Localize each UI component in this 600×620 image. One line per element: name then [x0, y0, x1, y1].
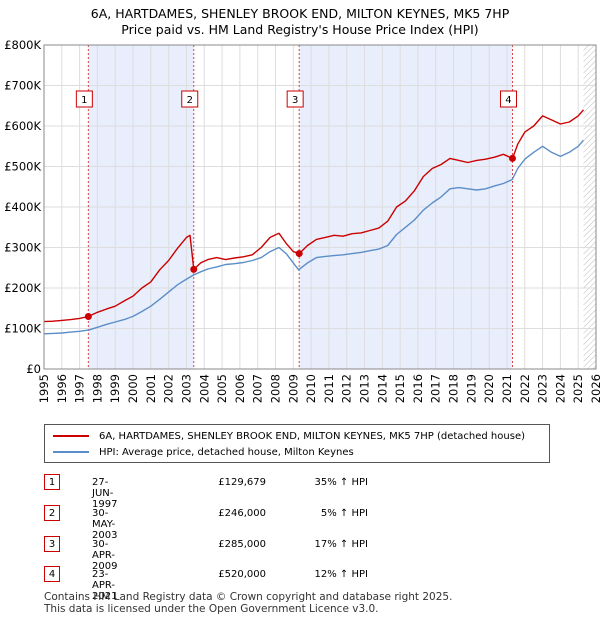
- x-tick-label: 1997: [73, 374, 87, 403]
- x-tick-label: 2018: [447, 374, 461, 403]
- x-tick-label: 2012: [340, 374, 354, 403]
- transaction-hpi-change: 12% ↑ HPI: [314, 569, 368, 580]
- transaction-price: £285,000: [218, 539, 266, 550]
- x-tick-label: 2009: [286, 374, 300, 403]
- sale-marker-box: [499, 90, 517, 108]
- sale-marker-label: 1: [81, 95, 87, 106]
- sale-marker-box: [286, 90, 304, 108]
- legend: 6A, HARTDAMES, SHENLEY BROOK END, MILTON…: [44, 424, 550, 463]
- x-tick-label: 2022: [518, 374, 532, 403]
- transaction-hpi-change: 35% ↑ HPI: [314, 477, 368, 488]
- x-tick-label: 2008: [268, 374, 282, 403]
- y-tick-label: £200K: [4, 281, 41, 295]
- sale-point: [295, 250, 303, 258]
- x-tick-label: 2006: [233, 374, 247, 403]
- x-tick-label: 2021: [500, 374, 514, 403]
- legend-item-property: 6A, HARTDAMES, SHENLEY BROOK END, MILTON…: [53, 429, 525, 443]
- x-tick-label: 2003: [179, 374, 193, 403]
- sale-marker-box: [181, 90, 199, 108]
- sale-point: [508, 154, 516, 162]
- y-tick-label: £500K: [4, 160, 41, 174]
- x-tick-label: 2007: [251, 374, 265, 403]
- x-tick-label: 2004: [197, 374, 211, 403]
- x-tick-label: 2002: [162, 374, 176, 403]
- y-tick-label: £0: [26, 362, 41, 376]
- legend-swatch-property: [53, 435, 89, 437]
- transaction-price: £129,679: [218, 477, 266, 488]
- x-tick-label: 2013: [358, 374, 372, 403]
- transaction-number-badge: 1: [44, 474, 60, 490]
- sale-marker-label: 3: [292, 95, 298, 106]
- y-tick-label: £100K: [4, 322, 41, 336]
- transaction-hpi-change: 17% ↑ HPI: [314, 539, 368, 550]
- x-tick-label: 1999: [108, 374, 122, 403]
- legend-label-property: 6A, HARTDAMES, SHENLEY BROOK END, MILTON…: [99, 430, 525, 442]
- transaction-price: £246,000: [218, 508, 266, 519]
- x-tick-label: 1995: [37, 374, 51, 403]
- footer: Contains HM Land Registry data © Crown c…: [44, 591, 452, 615]
- title-line-2: Price paid vs. HM Land Registry's House …: [121, 22, 479, 37]
- x-tick-label: 2025: [571, 374, 585, 403]
- transaction-price: £520,000: [218, 569, 266, 580]
- sale-point: [190, 265, 198, 273]
- x-tick-label: 2000: [126, 374, 140, 403]
- x-tick-label: 2019: [464, 374, 478, 403]
- footer-copyright: Contains HM Land Registry data © Crown c…: [44, 591, 453, 603]
- chart-title: 6A, HARTDAMES, SHENLEY BROOK END, MILTON…: [0, 6, 600, 38]
- y-tick-label: £600K: [4, 119, 41, 133]
- x-tick-label: 2011: [322, 374, 336, 403]
- transaction-number-badge: 3: [44, 536, 60, 552]
- y-tick-label: £400K: [4, 200, 41, 214]
- x-tick-label: 2026: [589, 374, 600, 403]
- x-tick-label: 2014: [375, 374, 389, 403]
- legend-label-hpi: HPI: Average price, detached house, Milt…: [99, 446, 354, 458]
- y-tick-label: £300K: [4, 241, 41, 255]
- y-tick-label: £800K: [4, 38, 41, 52]
- sale-marker-label: 2: [187, 95, 193, 106]
- x-tick-label: 2010: [304, 374, 318, 403]
- property-price-line: [43, 109, 585, 323]
- x-tick-label: 2016: [411, 374, 425, 403]
- transaction-date: 30-MAY-2003: [92, 508, 118, 541]
- transaction-number-badge: 2: [44, 505, 60, 521]
- transaction-number-badge: 4: [44, 566, 60, 582]
- y-tick-label: £700K: [4, 79, 41, 93]
- x-tick-label: 2015: [393, 374, 407, 403]
- hpi-line: [43, 139, 585, 335]
- x-tick-label: 2001: [144, 374, 158, 403]
- legend-swatch-hpi: [53, 451, 89, 453]
- plot-border: [43, 44, 597, 370]
- footer-licence: This data is licensed under the Open Gov…: [44, 603, 379, 615]
- transaction-date: 27-JUN-1997: [92, 477, 118, 510]
- x-tick-label: 2020: [482, 374, 496, 403]
- transaction-date: 30-APR-2009: [92, 539, 118, 572]
- title-line-1: 6A, HARTDAMES, SHENLEY BROOK END, MILTON…: [90, 6, 510, 21]
- sale-marker-label: 4: [505, 95, 511, 106]
- x-tick-label: 2017: [429, 374, 443, 403]
- x-tick-label: 1996: [55, 374, 69, 403]
- legend-item-hpi: HPI: Average price, detached house, Milt…: [53, 445, 354, 459]
- transaction-date: 23-APR-2021: [92, 569, 118, 602]
- sale-marker-box: [75, 90, 93, 108]
- x-tick-label: 1998: [90, 374, 104, 403]
- x-tick-label: 2024: [553, 374, 567, 403]
- x-tick-label: 2005: [215, 374, 229, 403]
- x-tick-label: 2023: [536, 374, 550, 403]
- price-chart: 1 2 3 4 £0 £100K £200K £300K £400K £500K £600K £700…: [4, 38, 600, 403]
- transaction-hpi-change: 5% ↑ HPI: [320, 508, 368, 519]
- sale-point: [84, 312, 92, 320]
